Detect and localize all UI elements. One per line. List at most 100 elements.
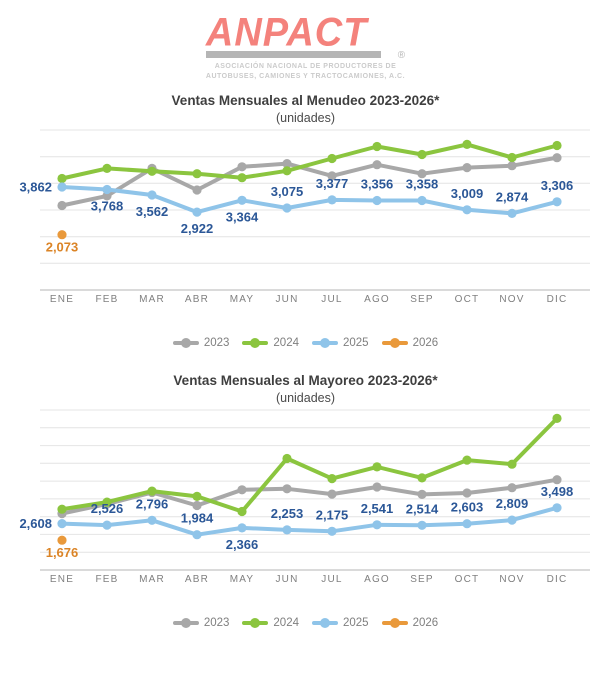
series-2023-point-jun: [282, 484, 292, 494]
series-2024-point-abr: [192, 169, 202, 179]
data-label-2026-ene: 1,676: [46, 545, 79, 560]
series-2023-line: [60, 155, 559, 208]
data-label-2025-jun: 3,075: [271, 184, 304, 199]
data-label-2025-jun: 2,253: [271, 506, 304, 521]
series-2024-point-mar: [147, 486, 157, 496]
series-2025-point-feb: [102, 520, 112, 530]
series-2024-point-ago: [372, 141, 382, 152]
series-2024-point-mar: [147, 166, 157, 176]
series-2024-point-jun: [282, 166, 292, 176]
legend-item-2026: 2026: [381, 617, 439, 629]
series-2025-point-ene: [57, 182, 67, 192]
series-2025-point-oct: [462, 205, 472, 215]
series-2023-point-abr: [192, 185, 202, 195]
menudeo-line-chart: ENE FEB MAR ABR MAY JUN JUL AGO SEP OCT NOV DIC 3,86…: [19, 129, 590, 305]
registered-trademark-icon: ®: [397, 50, 406, 61]
data-label-2025-oct: 2,603: [451, 500, 484, 515]
x-tick-nov: NOV: [499, 294, 524, 305]
data-label-2025-dic: 3,306: [541, 178, 574, 193]
series-2023-point-oct: [462, 163, 472, 173]
data-label-2025-sep: 2,514: [406, 501, 439, 516]
x-tick-abr: ABR: [185, 294, 209, 305]
legend-item-2024: 2024: [242, 617, 299, 629]
series-2023-point-feb: [102, 191, 112, 201]
x-tick-sep: SEP: [410, 574, 434, 585]
mayoreo-chart-legend: 2023 2024 2025 2026: [0, 617, 611, 629]
legend-marker-2026: [381, 618, 408, 628]
series-2025-point-sep: [417, 195, 427, 206]
series-2023-point-may: [237, 485, 247, 495]
logo-underline-bar: ®: [205, 50, 405, 61]
series-2025-point-nov: [507, 208, 517, 218]
x-tick-oct: OCT: [455, 294, 480, 305]
x-tick-nov: NOV: [499, 574, 524, 585]
series-2024-point-dic: [552, 413, 562, 423]
x-tick-dic: DIC: [547, 574, 568, 585]
x-tick-abr: ABR: [185, 574, 209, 585]
series-2023-point-ago: [372, 482, 382, 492]
legend-label-2023: 2023: [203, 337, 230, 349]
legend-label-2026: 2026: [412, 617, 439, 629]
series-2024-point-nov: [507, 152, 517, 163]
series-2023-point-nov: [507, 161, 517, 171]
legend-marker-2025: [312, 618, 338, 628]
series-2025-point-mar: [147, 190, 157, 200]
legend-item-2023: 2023: [172, 617, 229, 629]
series-2024-point-may: [237, 173, 247, 183]
mayoreo-chart-section: Ventas Mensuales al Mayoreo 2023-2026* (…: [0, 373, 611, 629]
menudeo-chart-subtitle: (unidades): [275, 111, 336, 125]
data-label-2025-jul: 2,175: [316, 507, 349, 522]
series-2025-point-ago: [372, 520, 382, 530]
legend-marker-2025: [312, 338, 338, 348]
series-2023-point-ago: [372, 160, 382, 170]
series-2024-point-sep: [417, 473, 427, 483]
series-2025-point-ene: [57, 519, 67, 529]
series-2025-point-ago: [372, 195, 382, 206]
series-2025-point-mar: [147, 515, 157, 525]
legend-marker-2024: [242, 618, 269, 628]
series-2024-point-jul: [327, 474, 337, 484]
mayoreo-chart-subtitle: (unidades): [275, 391, 336, 405]
series-2023-point-abr: [192, 500, 202, 511]
data-label-2025-ago: 3,356: [361, 177, 394, 192]
legend-marker-2024: [242, 338, 269, 348]
x-tick-jun: JUN: [275, 574, 298, 585]
x-tick-ene: ENE: [50, 294, 74, 305]
series-2026-point-ene: [57, 535, 67, 545]
data-label-2025-ene: 2,608: [19, 516, 52, 531]
legend-item-2024: 2024: [242, 337, 299, 349]
data-label-2025-abr: 1,984: [181, 511, 214, 526]
series-2024-point-sep: [417, 149, 427, 160]
data-label-2025-oct: 3,009: [451, 186, 484, 201]
series-2023-point-jul: [327, 171, 337, 181]
series-2025-point-oct: [462, 519, 472, 529]
series-2025-point-dic: [552, 197, 562, 207]
series-2025-point-may: [237, 523, 247, 533]
menudeo-chart-section: Ventas Mensuales al Menudeo 2023-2026* (…: [0, 93, 611, 349]
series-2026-point-ene: [57, 230, 67, 240]
anpact-logo: ANPACT ® ASOCIACIÓN NACIONAL DE PRODUCTO…: [205, 13, 405, 82]
series-2023-point-dic: [552, 475, 562, 485]
x-tick-mar: MAR: [139, 574, 165, 585]
legend-marker-2023: [172, 618, 199, 628]
legend-label-2026: 2026: [412, 337, 439, 349]
series-2024-point-feb: [102, 163, 112, 173]
series-2024-line: [60, 142, 559, 181]
series-2023-point-nov: [507, 483, 517, 493]
x-tick-oct: OCT: [455, 574, 480, 585]
x-tick-jun: JUN: [275, 294, 298, 305]
data-label-2025-dic: 3,498: [541, 484, 574, 499]
series-2023-point-may: [237, 162, 247, 172]
series-2025-point-jul: [327, 195, 337, 205]
x-tick-feb: FEB: [95, 574, 118, 585]
series-2024-point-abr: [192, 491, 202, 501]
x-tick-ago: AGO: [364, 294, 390, 305]
data-label-2025-may: 3,364: [226, 209, 259, 224]
series-2025-line: [60, 505, 559, 537]
series-2024-point-jun: [282, 453, 292, 464]
data-label-2025-sep: 3,358: [406, 177, 439, 192]
legend-label-2025: 2025: [343, 617, 369, 629]
series-2024-point-ene: [57, 173, 67, 184]
data-label-2025-ene: 3,862: [19, 180, 52, 195]
series-2023-point-dic: [552, 153, 562, 163]
